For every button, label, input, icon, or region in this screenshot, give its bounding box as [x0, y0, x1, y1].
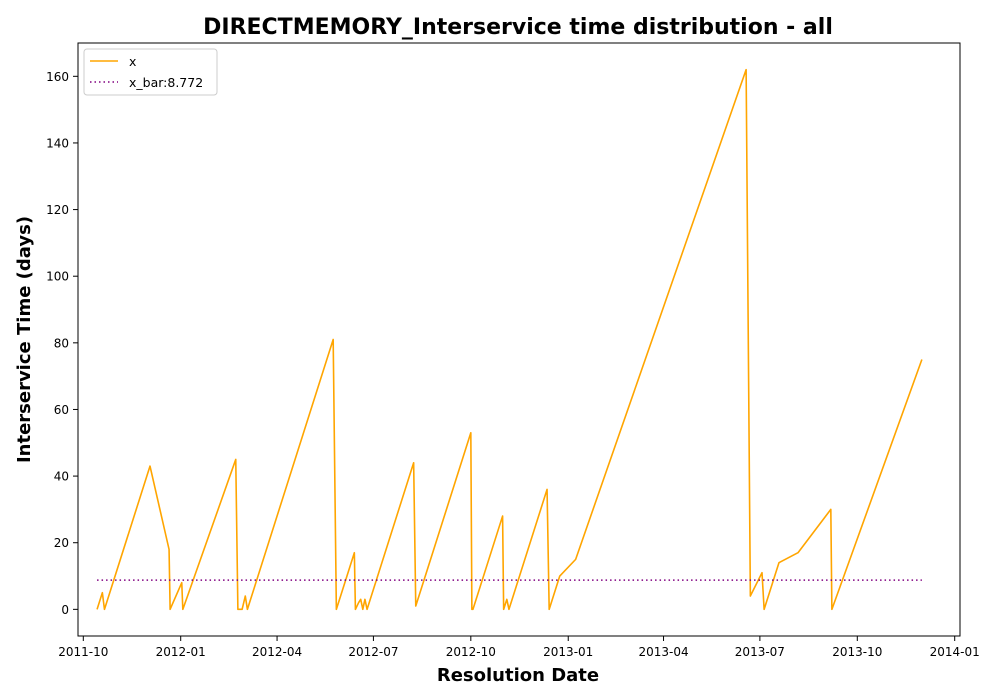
series-line-x — [96, 68, 923, 611]
y-tick-label: 40 — [54, 470, 69, 484]
legend-label-x-bar: x_bar:8.772 — [129, 75, 203, 90]
x-tick-label: 2012-01 — [156, 645, 206, 659]
y-axis: 0 20 40 60 80 100 120 140 160 — [46, 70, 78, 617]
plot-frame — [77, 42, 961, 637]
y-tick-label: 20 — [54, 536, 69, 550]
plot-area — [78, 43, 960, 636]
chart-title: DIRECTMEMORY_Interservice time distribut… — [203, 15, 833, 40]
y-tick-label: 120 — [46, 203, 69, 217]
x-axis-label: Resolution Date — [437, 665, 599, 686]
x-tick-label: 2012-04 — [252, 645, 302, 659]
legend: x x_bar:8.772 — [83, 48, 218, 96]
y-axis-label: Interservice Time (days) — [14, 216, 35, 463]
y-tick-label: 160 — [46, 70, 69, 84]
series-layer — [96, 68, 923, 611]
x-tick-label: 2012-10 — [446, 645, 496, 659]
x-tick-label: 2012-07 — [348, 645, 398, 659]
y-tick-label: 80 — [54, 336, 69, 350]
y-tick-label: 60 — [54, 403, 69, 417]
x-tick-label: 2013-01 — [543, 645, 593, 659]
x-tick-label: 2011-10 — [58, 645, 108, 659]
x-tick-label: 2013-07 — [735, 645, 785, 659]
y-tick-label: 140 — [46, 136, 69, 150]
x-tick-label: 2014-01 — [930, 645, 980, 659]
legend-label-x: x — [129, 54, 136, 69]
y-tick-label: 100 — [46, 270, 69, 284]
x-tick-label: 2013-04 — [638, 645, 688, 659]
y-tick-label: 0 — [61, 603, 69, 617]
x-axis: 2011-10 2012-01 2012-04 2012-07 2012-10 2013-… — [58, 636, 980, 659]
x-tick-label: 2013-10 — [832, 645, 882, 659]
